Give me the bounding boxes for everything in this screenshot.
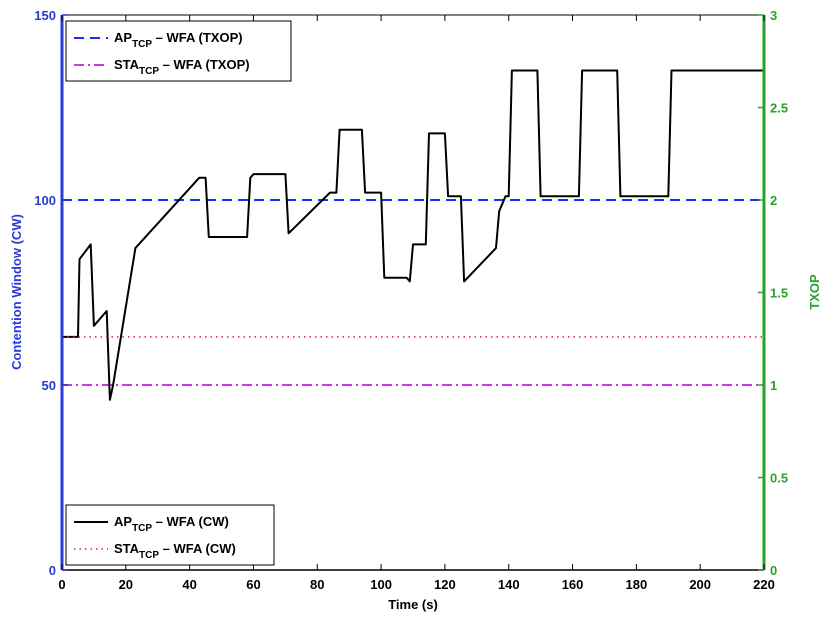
- y-left-tick-label: 0: [49, 563, 56, 578]
- x-tick-label: 160: [562, 577, 584, 592]
- y-right-tick-label: 3: [770, 8, 777, 23]
- x-tick-label: 100: [370, 577, 392, 592]
- legend-box: [65, 504, 275, 566]
- y-right-tick-label: 2: [770, 193, 777, 208]
- ticks-layer: 0 20 40 60 80 100 120 140 160 180 200 2200501001500…: [34, 8, 788, 592]
- y-right-tick-label: 1.5: [770, 286, 788, 301]
- legend-label: STATCP – WFA (CW): [114, 541, 236, 561]
- y-left-tick-label: 50: [42, 378, 56, 393]
- legend-label: STATCP – WFA (TXOP): [114, 57, 250, 77]
- y-right-tick-label: 1: [770, 378, 777, 393]
- y-left-tick-label: 150: [34, 8, 56, 23]
- x-tick-label: 20: [119, 577, 133, 592]
- x-tick-label: 180: [626, 577, 648, 592]
- y-right-tick-label: 0.5: [770, 471, 788, 486]
- y-axis-left-label: Contention Window (CW): [9, 214, 24, 370]
- y-right-tick-label: 2.5: [770, 101, 788, 116]
- legend-top-left: APTCP – WFA (TXOP) STATCP – WFA (TXOP): [65, 20, 292, 82]
- legend-label: APTCP – WFA (CW): [114, 514, 229, 534]
- plot-area: [62, 15, 764, 570]
- legend-label: APTCP – WFA (TXOP): [114, 30, 243, 50]
- x-tick-label: 140: [498, 577, 520, 592]
- x-tick-label: 220: [753, 577, 775, 592]
- x-axis-label: Time (s): [388, 597, 438, 612]
- x-tick-label: 60: [246, 577, 260, 592]
- legend-bottom-left: APTCP – WFA (CW) STATCP – WFA (CW): [65, 504, 275, 566]
- x-tick-label: 80: [310, 577, 324, 592]
- y-axis-right-label: TXOP: [807, 274, 822, 310]
- y-left-tick-label: 100: [34, 193, 56, 208]
- x-tick-label: 0: [58, 577, 65, 592]
- x-tick-label: 40: [182, 577, 196, 592]
- legend-box: [65, 20, 292, 82]
- series-line-ap-cw: [62, 69, 764, 401]
- series-layer: [62, 69, 764, 401]
- y-right-tick-label: 0: [770, 563, 777, 578]
- x-tick-label: 200: [689, 577, 711, 592]
- x-tick-label: 120: [434, 577, 456, 592]
- legend-layer: APTCP – WFA (TXOP)STATCP – WFA (TXOP)APT…: [65, 20, 292, 566]
